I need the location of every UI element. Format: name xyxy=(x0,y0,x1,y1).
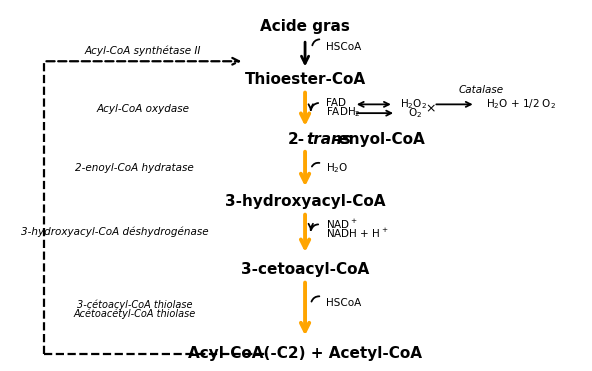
Text: FAD: FAD xyxy=(326,98,346,108)
Text: Acyl-CoA synthétase II: Acyl-CoA synthétase II xyxy=(85,46,201,56)
Text: Acyl-CoA(-C2) + Acetyl-CoA: Acyl-CoA(-C2) + Acetyl-CoA xyxy=(188,346,422,361)
Text: 2-enoyl-CoA hydratase: 2-enoyl-CoA hydratase xyxy=(75,163,194,173)
Text: 3-cétoacyl-CoA thiolase: 3-cétoacyl-CoA thiolase xyxy=(77,299,192,309)
Text: 3-hydroxyacyl-CoA: 3-hydroxyacyl-CoA xyxy=(225,194,385,210)
Text: $\times$: $\times$ xyxy=(424,102,436,115)
Text: HSCoA: HSCoA xyxy=(326,298,361,308)
Text: Acétoacétyl-CoA thiolase: Acétoacétyl-CoA thiolase xyxy=(73,309,196,319)
Text: 2-: 2- xyxy=(288,132,305,147)
Text: Thioester-CoA: Thioester-CoA xyxy=(244,72,366,87)
Text: -enyol-CoA: -enyol-CoA xyxy=(332,132,425,147)
Text: HSCoA: HSCoA xyxy=(326,42,361,52)
Text: H$_2$O: H$_2$O xyxy=(326,161,348,175)
Text: FADH$_2$: FADH$_2$ xyxy=(326,105,361,119)
Text: trans: trans xyxy=(306,132,351,147)
Text: H$_2$O + 1/2 O$_2$: H$_2$O + 1/2 O$_2$ xyxy=(486,98,556,111)
Text: O$_2$: O$_2$ xyxy=(408,106,422,120)
Text: 3-hydroxyacyl-CoA déshydrogénase: 3-hydroxyacyl-CoA déshydrogénase xyxy=(21,227,208,237)
Text: Acide gras: Acide gras xyxy=(260,19,350,34)
Text: Acyl-CoA oxydase: Acyl-CoA oxydase xyxy=(96,105,189,115)
Text: NADH + H$^+$: NADH + H$^+$ xyxy=(326,226,388,240)
Text: H$_2$O$_2$: H$_2$O$_2$ xyxy=(400,98,426,111)
Text: Catalase: Catalase xyxy=(459,85,504,95)
Text: 3-cetoacyl-CoA: 3-cetoacyl-CoA xyxy=(241,262,369,277)
Text: NAD$^+$: NAD$^+$ xyxy=(326,218,357,231)
